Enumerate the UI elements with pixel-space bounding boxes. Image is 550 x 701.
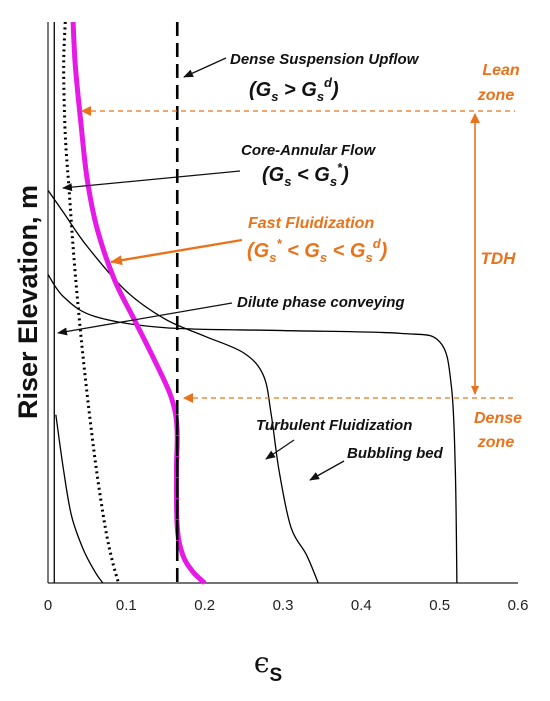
core-annular-label: Core-Annular Flow [241, 142, 376, 159]
x-tick-label: 0.6 [508, 597, 529, 614]
series-line-turbulent-fluidization [47, 189, 319, 584]
series-line-fast-fluidization [70, 21, 207, 585]
fast-fluidization-arrow [110, 238, 243, 266]
lean-zone-label-line1: Lean [482, 62, 520, 79]
zone-markers [81, 106, 515, 403]
series-line-packed-left [55, 414, 104, 584]
dense-zone-label-line2: zone [477, 434, 515, 451]
dilute-phase-arrow [57, 302, 233, 336]
turbulent-label: Turbulent Fluidization [256, 417, 412, 434]
x-tick-label: 0.2 [194, 597, 215, 614]
dilute-phase-label: Dilute phase conveying [237, 294, 405, 311]
series-layer [47, 21, 458, 585]
x-axis-label: ϵS [254, 646, 282, 686]
x-tick-label: 0.5 [429, 597, 450, 614]
lean-zone-label-line2: zone [477, 87, 515, 104]
dense-suspension-label: Dense Suspension Upflow [230, 51, 420, 68]
x-tick-label: 0.1 [116, 597, 137, 614]
annotation-arrows [57, 57, 345, 481]
core-annular-arrow [62, 170, 241, 192]
dense-suspension-arrow [183, 57, 227, 78]
x-tick-labels: 0 0.1 0.2 0.3 0.4 0.5 0.6 [44, 597, 529, 614]
bubbling-label: Bubbling bed [347, 445, 444, 462]
dense-suspension-condition: (Gs > Gsd) [249, 75, 339, 104]
fast-fluidization-condition: (Gs* < Gs < Gsd) [247, 236, 388, 265]
turbulent-arrow [265, 439, 295, 460]
x-tick-label: 0 [44, 597, 52, 614]
fast-fluidization-label: Fast Fluidization [248, 215, 374, 232]
x-tick-label: 0.4 [351, 597, 372, 614]
core-annular-condition: (Gs < Gs*) [262, 160, 349, 189]
series-line-bubbling-bed [47, 274, 458, 584]
tdh-label: TDH [481, 249, 517, 268]
y-axis-label: Riser Elevation, m [13, 185, 43, 419]
series-line-core-annular-flow [62, 21, 120, 584]
x-tick-label: 0.3 [273, 597, 294, 614]
bubbling-arrow [309, 460, 345, 481]
dense-zone-label-line1: Dense [474, 410, 522, 427]
